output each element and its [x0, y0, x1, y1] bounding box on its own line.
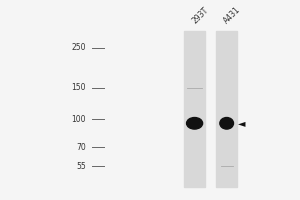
Bar	[184, 31, 205, 187]
Text: 100: 100	[72, 115, 86, 124]
Text: A431: A431	[222, 5, 243, 25]
Text: 150: 150	[72, 83, 86, 92]
Bar	[216, 31, 237, 187]
Text: ◄: ◄	[238, 118, 245, 128]
Text: 70: 70	[76, 143, 86, 152]
Ellipse shape	[187, 118, 202, 129]
Text: 55: 55	[76, 162, 86, 171]
Text: 250: 250	[72, 43, 86, 52]
Text: 293T: 293T	[190, 5, 210, 25]
Ellipse shape	[220, 118, 233, 129]
